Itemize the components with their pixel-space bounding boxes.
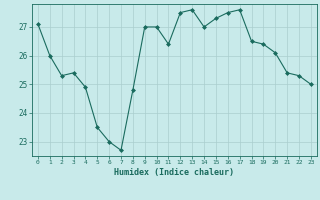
X-axis label: Humidex (Indice chaleur): Humidex (Indice chaleur)	[115, 168, 234, 177]
